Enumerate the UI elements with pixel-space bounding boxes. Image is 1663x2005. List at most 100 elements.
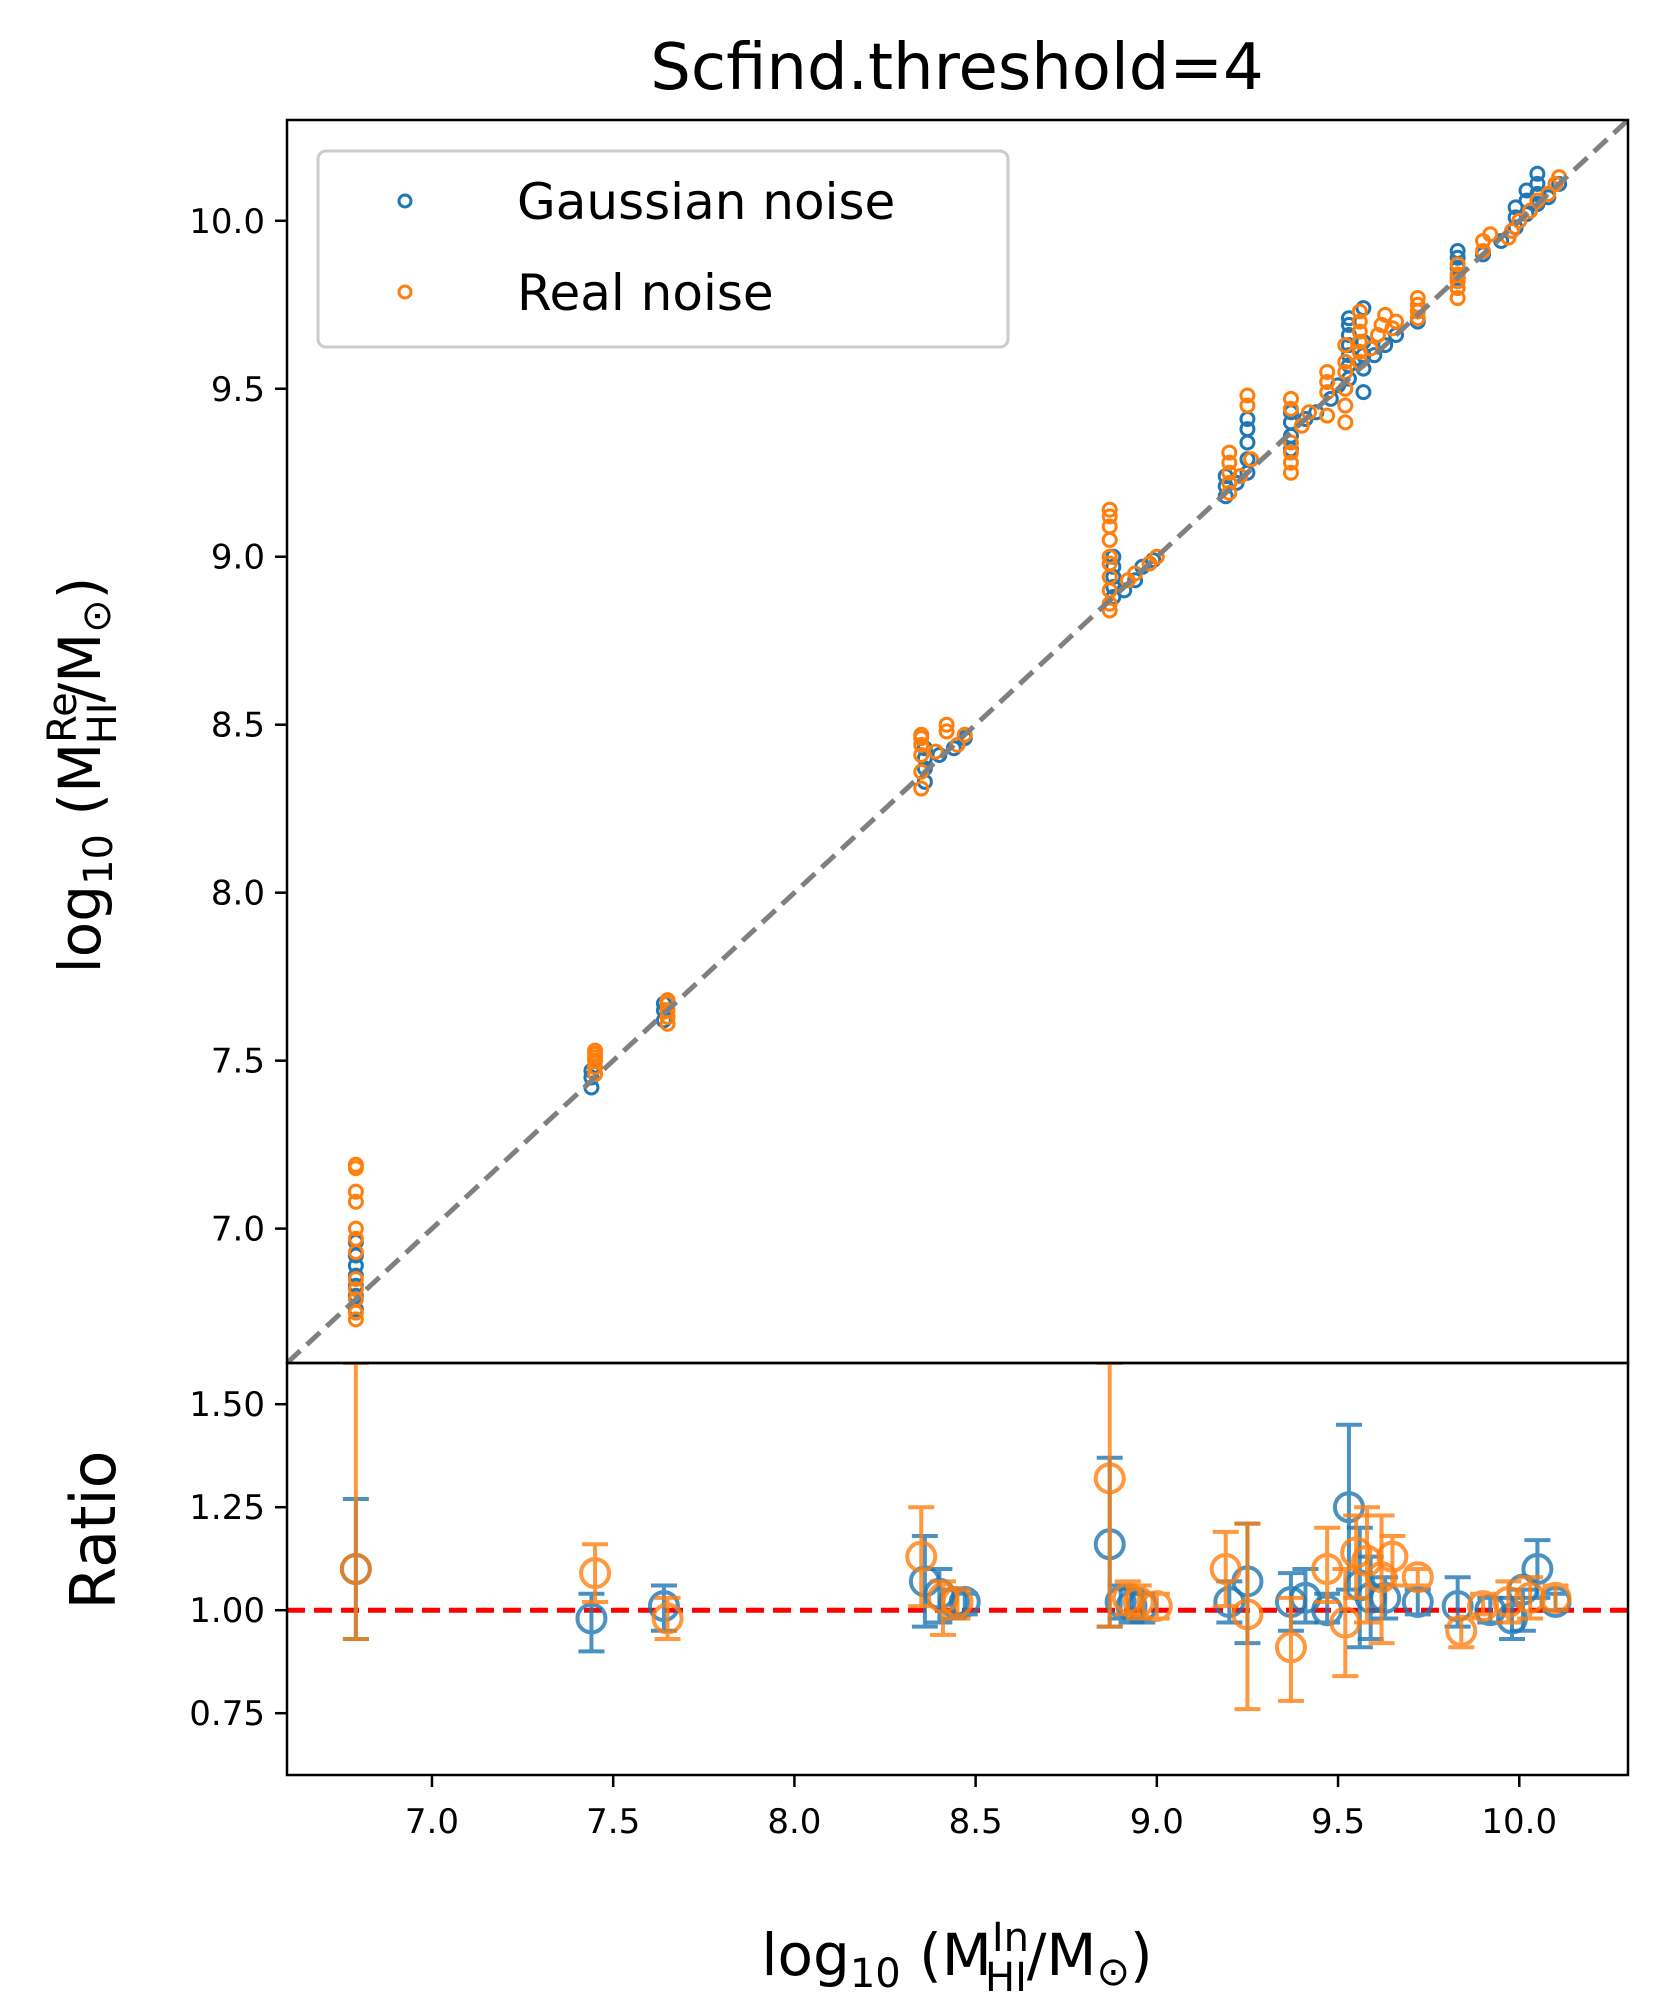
x-tick-label: 8.5 (949, 1802, 1003, 1842)
ratio-errorbar (1093, 1363, 1126, 1629)
scatter-point (938, 723, 955, 740)
ratio-point (1539, 1581, 1572, 1614)
scatter-point (927, 743, 944, 760)
reference-line-y-equals-x (287, 120, 1628, 1363)
y-tick-label-top: 7.5 (211, 1042, 265, 1082)
scatter-point (1529, 175, 1546, 192)
scatter-point (1282, 390, 1299, 407)
scatter-point (1101, 508, 1118, 525)
scatter-point (1511, 212, 1528, 229)
ratio-errorbar (1231, 1521, 1264, 1712)
ratio-point (1514, 1581, 1547, 1614)
ratio-point (1492, 1585, 1525, 1618)
y-tick-label-top: 8.5 (211, 706, 265, 746)
scatter-point (587, 1042, 604, 1059)
scatter-point (1377, 306, 1394, 323)
y-tick-label-ratio: 1.25 (189, 1488, 265, 1528)
y-axis-label-top: log10 (MReHI/M⊙) (40, 577, 126, 974)
ratio-point (1093, 1462, 1126, 1495)
ratio-point (339, 1553, 372, 1585)
scatter-point (1351, 323, 1368, 340)
scatter-point (1522, 202, 1539, 219)
ratio-point (1122, 1585, 1155, 1618)
legend-marker-real-noise (397, 284, 413, 300)
ratio-errorbar (941, 1585, 974, 1621)
y-tick-label-top: 10.0 (189, 202, 265, 242)
y-tick-label-top: 7.0 (211, 1210, 265, 1250)
x-tick-label: 9.0 (1130, 1802, 1184, 1842)
legend-marker-gaussian-noise (397, 193, 413, 209)
ratio-errorbar (1376, 1534, 1409, 1588)
scatter-point (347, 1271, 364, 1288)
scatter-point (938, 716, 955, 733)
ratio-errorbar (1492, 1579, 1525, 1625)
scatter-point (1101, 518, 1118, 535)
scatter-point (1449, 256, 1466, 273)
ratio-errorbar (1514, 1575, 1547, 1621)
ratio-point (647, 1590, 680, 1623)
scatter-point (1449, 249, 1466, 266)
scatter-point (347, 1183, 364, 1200)
legend-label-gaussian-noise: Gaussian noise (517, 173, 895, 231)
ratio-point (1231, 1598, 1264, 1631)
x-tick-label: 10.0 (1481, 1802, 1557, 1842)
legend: Gaussian noise Real noise (316, 149, 1010, 349)
scatter-point (1221, 444, 1238, 461)
scatter-point (913, 746, 930, 763)
y-tick-label-ratio: 1.00 (189, 1591, 265, 1631)
scatter-point (1351, 333, 1368, 350)
ratio-errorbar (1340, 1513, 1373, 1600)
scatter-point (1482, 226, 1499, 243)
ratio-errorbar (339, 1363, 372, 1642)
scatter-point (956, 726, 973, 743)
scatter-point (1221, 454, 1238, 471)
scatter-point (1239, 421, 1256, 438)
ratio-panel-frame (285, 1361, 1630, 1777)
ratio-point (1209, 1553, 1242, 1585)
scatter-point (1409, 290, 1426, 307)
ratio-errorbar (1539, 1581, 1572, 1614)
ratio-point (1521, 1553, 1554, 1585)
y-tick-label-top: 9.0 (211, 538, 265, 578)
axes: 7.0 7.5 8.0 8.5 9.0 9.5 10.0 7.0 7.5 8.0 8.5 9.0 9.5… (189, 118, 1630, 1842)
scatter-point (1337, 337, 1354, 354)
y-tick-label-top: 9.5 (211, 370, 265, 410)
scatter-point (1337, 414, 1354, 431)
scatter-point (1101, 548, 1118, 565)
scatter-point (347, 1311, 364, 1328)
scatter-point (1355, 384, 1372, 401)
ratio-point (905, 1540, 938, 1573)
scatter-point (1529, 165, 1546, 182)
chart-title: Scfind.threshold=4 (650, 31, 1263, 105)
scatter-point (1145, 552, 1162, 569)
scatter-point (659, 1002, 676, 1019)
top-panel-marks (287, 120, 1628, 1363)
scatter-point (1239, 387, 1256, 404)
scatter-point (1101, 555, 1118, 572)
scatter-point (347, 1291, 364, 1308)
scatter-point (1351, 313, 1368, 330)
x-axis-label: log10 (MIn HI/M⊙) (761, 1915, 1152, 2001)
scatter-point (1282, 454, 1299, 471)
scatter-point (913, 726, 930, 743)
scatter-point (1449, 290, 1466, 307)
scatter-point (347, 1230, 364, 1247)
scatter-point (1337, 397, 1354, 414)
ratio-errorbar (1274, 1595, 1307, 1703)
scatter-point (1319, 407, 1336, 424)
scatter-point (1101, 501, 1118, 518)
scatter-point (913, 736, 930, 753)
scatter-point (1409, 296, 1426, 313)
scatter-point (1243, 451, 1260, 468)
x-tick-label: 7.0 (405, 1802, 459, 1842)
ratio-errorbar (651, 1595, 684, 1642)
scatter-point (1282, 400, 1299, 417)
ratio-point (575, 1602, 608, 1635)
y-tick-label-ratio: 0.75 (189, 1694, 265, 1734)
x-tick-label: 9.5 (1311, 1802, 1365, 1842)
legend-box (316, 149, 1010, 349)
scatter-point (1319, 363, 1336, 380)
scatter-point (1239, 397, 1256, 414)
scatter-point (1540, 185, 1557, 202)
